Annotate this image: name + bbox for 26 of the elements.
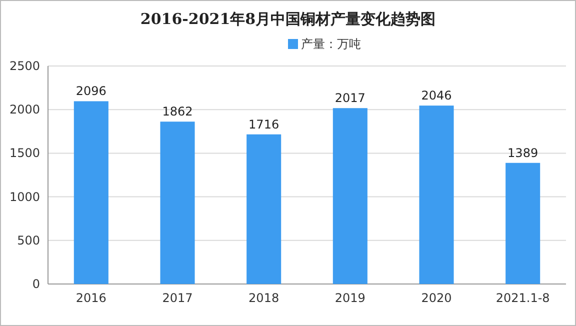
y-tick-label: 1500 xyxy=(9,146,40,160)
bar xyxy=(246,134,282,284)
y-tick-label: 500 xyxy=(17,233,40,248)
x-tick-label: 2018 xyxy=(248,291,280,305)
y-tick-label: 1000 xyxy=(9,190,40,204)
legend-label: 产量：万吨 xyxy=(301,37,361,51)
x-tick-label: 2017 xyxy=(162,291,193,305)
x-tick-label: 2020 xyxy=(421,291,452,305)
data-label: 1862 xyxy=(162,104,193,119)
x-tick-label: 2019 xyxy=(334,291,366,305)
data-label: 2046 xyxy=(421,88,452,103)
bar xyxy=(160,122,195,284)
x-tick-label: 2021.1-8 xyxy=(496,291,550,305)
bar xyxy=(506,162,540,284)
data-label: 1389 xyxy=(508,146,538,160)
y-tick-label: 2500 xyxy=(9,59,40,73)
bar xyxy=(419,106,454,284)
bar xyxy=(332,108,368,284)
y-tick-label: 2000 xyxy=(9,102,40,117)
y-tick-label: 0 xyxy=(32,277,40,291)
chart-title: 2016-2021年8月中国铜材产量变化趋势图 xyxy=(140,10,436,28)
data-label: 2017 xyxy=(334,91,366,106)
data-label: 2096 xyxy=(76,84,106,98)
bar xyxy=(74,101,108,284)
data-label: 1716 xyxy=(248,117,280,132)
x-tick-label: 2016 xyxy=(76,291,106,305)
